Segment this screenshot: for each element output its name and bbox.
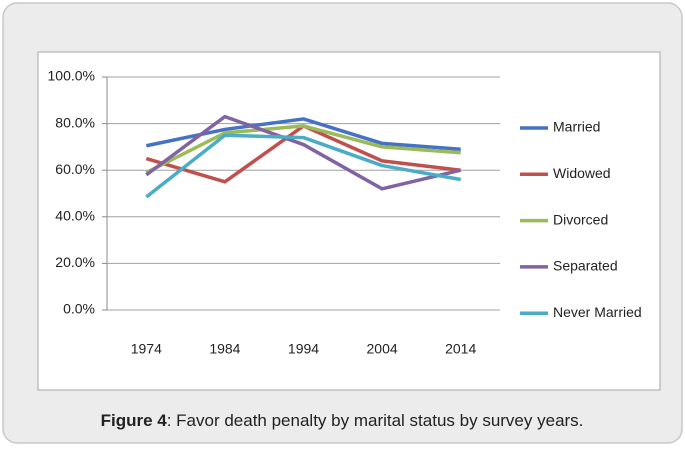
line-series: [145, 133, 462, 199]
caption: Figure 4: Favor death penalty by marital…: [101, 411, 584, 430]
y-tick-label: 100.0%: [48, 68, 95, 84]
legend-label: Divorced: [553, 211, 608, 227]
line-series: [145, 114, 462, 191]
x-tick-label: 1984: [209, 341, 240, 357]
y-tick-label: 0.0%: [63, 301, 95, 317]
x-tick-label: 2004: [367, 341, 398, 357]
line-series: [145, 124, 461, 175]
legend-label: Separated: [553, 258, 618, 274]
legend-label: Married: [553, 119, 600, 135]
legend-label: Widowed: [553, 165, 611, 181]
legend-label: Never Married: [553, 304, 642, 320]
chart-area: [37, 51, 661, 391]
caption-text: : Favor death penalty by marital status …: [167, 411, 584, 430]
caption-label: Figure 4: [101, 411, 168, 430]
x-tick-label: 2014: [445, 341, 476, 357]
y-tick-label: 80.0%: [55, 114, 95, 130]
y-tick-label: 60.0%: [55, 161, 95, 177]
x-tick-label: 1974: [131, 341, 162, 357]
x-tick-label: 1994: [288, 341, 319, 357]
y-tick-label: 20.0%: [55, 254, 95, 270]
y-tick-label: 40.0%: [55, 208, 95, 224]
